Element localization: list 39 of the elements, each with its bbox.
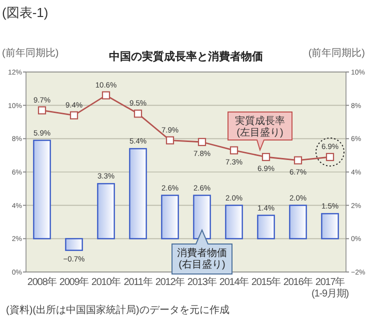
bar xyxy=(97,183,115,240)
x-tick-label: 2017年 (1-9月期) xyxy=(312,276,349,300)
point xyxy=(166,136,174,144)
x-tick-label: 2008年 xyxy=(27,276,58,288)
point xyxy=(134,110,142,118)
bar xyxy=(289,204,307,240)
point xyxy=(38,106,46,114)
point xyxy=(262,152,270,162)
y-axis-title: (前年同期比) xyxy=(2,47,59,59)
bar xyxy=(257,214,275,240)
chart-subtitle: (図表-1) xyxy=(2,5,48,20)
x-tick-label: 2011年 xyxy=(124,276,153,288)
point xyxy=(70,111,78,120)
point xyxy=(102,91,110,100)
point xyxy=(230,146,238,154)
bar xyxy=(161,194,179,240)
x-tick-label: 2014年 xyxy=(219,276,250,288)
point xyxy=(326,152,334,162)
bar xyxy=(65,238,83,251)
x-tick-label: 2012年 xyxy=(155,276,186,288)
chart-title: 中国の実質成長率と消費者物価 xyxy=(109,50,263,63)
bar xyxy=(193,194,211,240)
bar xyxy=(225,204,243,240)
callout-growth: 実質成長率 (左目盛り) xyxy=(228,112,292,152)
bar xyxy=(129,148,147,240)
bar xyxy=(33,140,51,240)
bar xyxy=(321,213,339,240)
x-tick-label: 2013年 xyxy=(187,276,218,288)
point xyxy=(198,138,206,146)
y2-axis-title: (前年同期比) xyxy=(308,47,365,59)
callout-cpi: 消費者物価 (右目盛り) xyxy=(172,228,232,274)
x-tick-label: 2010年 xyxy=(91,276,122,288)
x-tick-label: 2016年 xyxy=(283,276,314,288)
annotation: 消費者物価 (右目盛り) xyxy=(177,247,227,270)
annotation: 実質成長率 (左目盛り) xyxy=(235,115,285,138)
x-tick-label: 2015年 xyxy=(251,276,282,288)
x-tick-label: 2009年 xyxy=(59,276,90,288)
point xyxy=(294,156,302,164)
text: (資料)(出所は中国国家統計局)のデータを元に作成 xyxy=(6,304,230,316)
